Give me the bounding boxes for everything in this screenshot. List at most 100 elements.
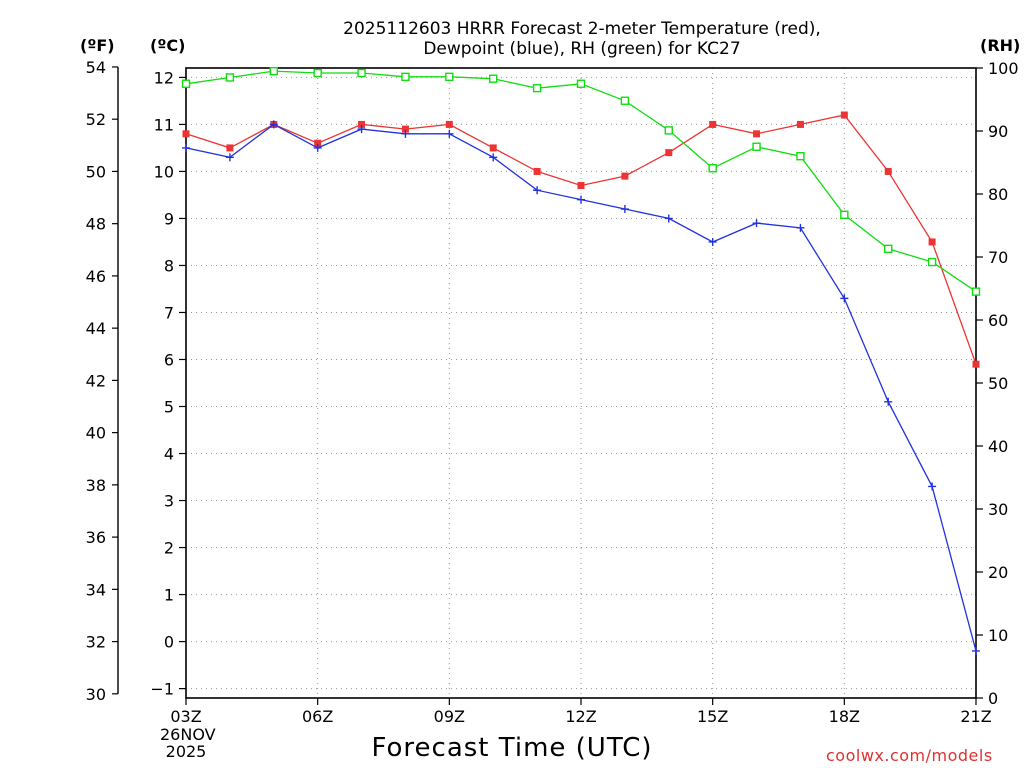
dewpoint-series [182,120,980,655]
temperature-point [226,144,234,152]
fahrenheit-tick-label: 52 [86,110,106,129]
grid-lines [185,68,977,698]
fahrenheit-tick-label: 40 [86,424,106,443]
rh-point [708,163,717,173]
x-tick-label: 21Z [960,707,991,726]
celsius-tick-label: 1 [164,586,174,605]
dewpoint-point [445,129,454,138]
rh-point [225,73,235,82]
rh-point [401,72,410,82]
rh-tick-label: 80 [988,185,1008,204]
rh-point [927,257,937,267]
rh-tick-label: 50 [988,374,1008,393]
temperature-point [533,167,541,175]
rh-point [181,79,191,88]
rh-point [313,68,322,78]
temperature-point [182,130,190,138]
celsius-tick-label: 11 [154,115,174,134]
temperature-point [972,360,980,368]
celsius-tick-label: 5 [164,398,174,417]
dewpoint-point [708,237,717,246]
rh-point [664,126,673,135]
celsius-tick-label: 8 [164,256,174,275]
rh-point [357,68,366,78]
x-tick-label: 06Z [302,707,333,726]
celsius-tick-label: 7 [164,303,174,322]
celsius-tick-label: 4 [164,445,174,464]
dewpoint-point [796,223,805,232]
fahrenheit-tick-label: 54 [86,58,106,77]
fahrenheit-tick-label: 38 [86,476,106,495]
temperature-line [185,114,977,365]
rh-point [532,83,542,93]
temperature-point [314,139,322,147]
fahrenheit-tick-label: 44 [86,319,106,338]
rh-tick-label: 0 [988,689,998,708]
temperature-point [489,144,497,152]
rh-tick-label: 30 [988,500,1008,519]
fahrenheit-axis-label: (ºF) [80,36,115,55]
rh-tick-label: 90 [988,122,1008,141]
dewpoint-point [752,219,761,228]
dewpoint-point [182,143,190,152]
rh-tick-label: 40 [988,437,1008,456]
rh-tick-label: 70 [988,248,1008,267]
rh-point [576,79,586,88]
dewpoint-point [840,294,849,303]
fahrenheit-tick-label: 46 [86,267,106,286]
temperature-point [621,172,629,180]
rh-point [269,66,278,76]
celsius-tick-label: 2 [164,539,174,558]
celsius-tick-label: 10 [154,162,174,181]
rh-point [445,72,454,82]
rh-series [181,66,981,296]
fahrenheit-tick-label: 36 [86,528,106,547]
rh-point [752,142,761,151]
rh-axis-label: (RH) [980,36,1021,55]
chart-title-line-2: Dewpoint (blue), RH (green) for KC27 [423,39,741,59]
rh-point [971,287,981,296]
rh-tick-label: 100 [988,59,1019,78]
dewpoint-point [577,195,585,204]
dewpoint-point [225,153,234,162]
celsius-tick-label: 12 [154,68,174,87]
temperature-point [358,120,366,128]
rh-tick-label: 10 [988,626,1008,645]
fahrenheit-tick-label: 32 [86,633,106,652]
fahrenheit-tick-label: 42 [86,371,106,390]
rh-point [796,151,805,161]
dewpoint-point [489,153,498,162]
x-tick-label: 18Z [829,707,860,726]
dewpoint-point [928,482,937,491]
chart-title-line-1: 2025112603 HRRR Forecast 2-meter Tempera… [343,19,821,39]
x-tick-label: 03Z [170,707,201,726]
rh-point [884,244,893,254]
temperature-point [884,167,892,175]
temperature-point [796,120,804,128]
temperature-point [401,125,409,133]
temperature-point [928,238,936,246]
celsius-tick-label: 9 [164,209,174,228]
dewpoint-point [269,120,278,129]
rh-point [620,96,630,105]
dewpoint-point [972,646,980,655]
dewpoint-point [884,397,893,406]
temperature-point [840,111,848,119]
temperature-point [577,182,585,190]
rh-point [840,210,849,219]
rh-tick-label: 20 [988,563,1008,582]
rh-point [489,74,498,83]
chart-axes: 30323436384042444648505254−1012345678910… [86,58,1019,726]
temperature-point [445,120,453,128]
x-tick-label: 12Z [565,707,596,726]
celsius-tick-label: 3 [164,492,174,511]
fahrenheit-tick-label: 50 [86,162,106,181]
dewpoint-point [357,125,366,134]
celsius-tick-label: −1 [150,680,174,699]
celsius-tick-label: 0 [164,633,174,652]
celsius-axis-label: (ºC) [150,36,186,55]
dewpoint-point [401,129,410,138]
temperature-point [709,120,717,128]
temperature-point [665,149,673,157]
